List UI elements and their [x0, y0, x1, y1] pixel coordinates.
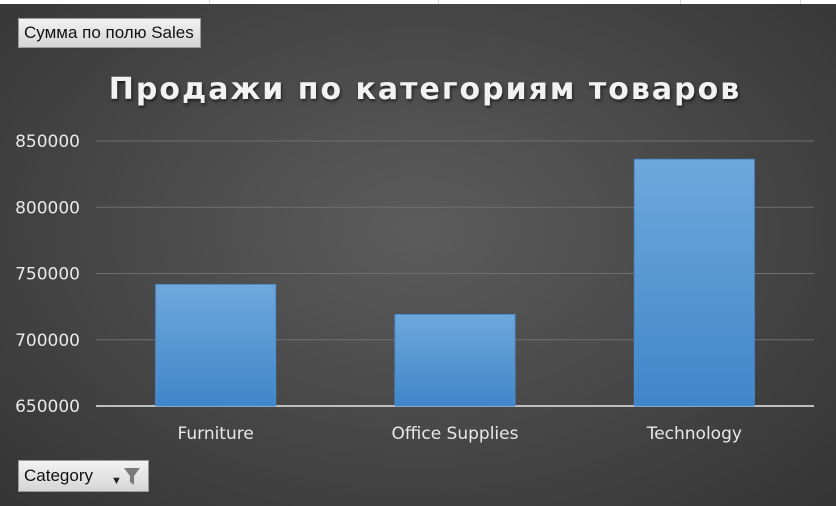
bar-furniture[interactable]: [155, 283, 277, 407]
x-category-label: Furniture: [178, 424, 254, 444]
funnel-filter-icon[interactable]: [123, 467, 141, 487]
bars: [155, 158, 755, 407]
y-tick-label: 650000: [15, 397, 80, 417]
y-tick-label: 700000: [15, 331, 80, 351]
y-tick-label: 800000: [15, 198, 80, 218]
category-field-label: Category: [24, 466, 93, 485]
x-axis-labels: Furniture Office Supplies Technology: [178, 424, 742, 444]
bar-office-supplies[interactable]: [394, 314, 516, 407]
sheet-gridline-stub: [680, 0, 681, 4]
x-category-label: Office Supplies: [392, 424, 519, 444]
sheet-gridline-stub: [438, 0, 439, 4]
chart-area: Продажи по категориям товаров 850000 8000…: [0, 4, 836, 506]
x-category-label: Technology: [646, 424, 742, 444]
dropdown-arrow-icon[interactable]: ▼: [111, 475, 122, 487]
y-axis-ticks: 850000 800000 750000 700000 650000: [15, 132, 80, 417]
chart-title: Продажи по категориям товаров: [108, 72, 742, 107]
y-tick-label: 750000: [15, 265, 80, 285]
sheet-gridline-stub: [800, 0, 801, 4]
values-field-button[interactable]: Сумма по полю Sales: [18, 18, 201, 48]
sheet-gridline-stubs: [0, 0, 836, 4]
y-tick-label: 850000: [15, 132, 80, 152]
category-field-button[interactable]: Category ▼: [18, 460, 149, 492]
sheet-gridline-stub: [209, 0, 210, 4]
bar-technology[interactable]: [633, 158, 755, 407]
bar-chart: 850000 800000 750000 700000 650000 Furniture…: [15, 132, 814, 444]
